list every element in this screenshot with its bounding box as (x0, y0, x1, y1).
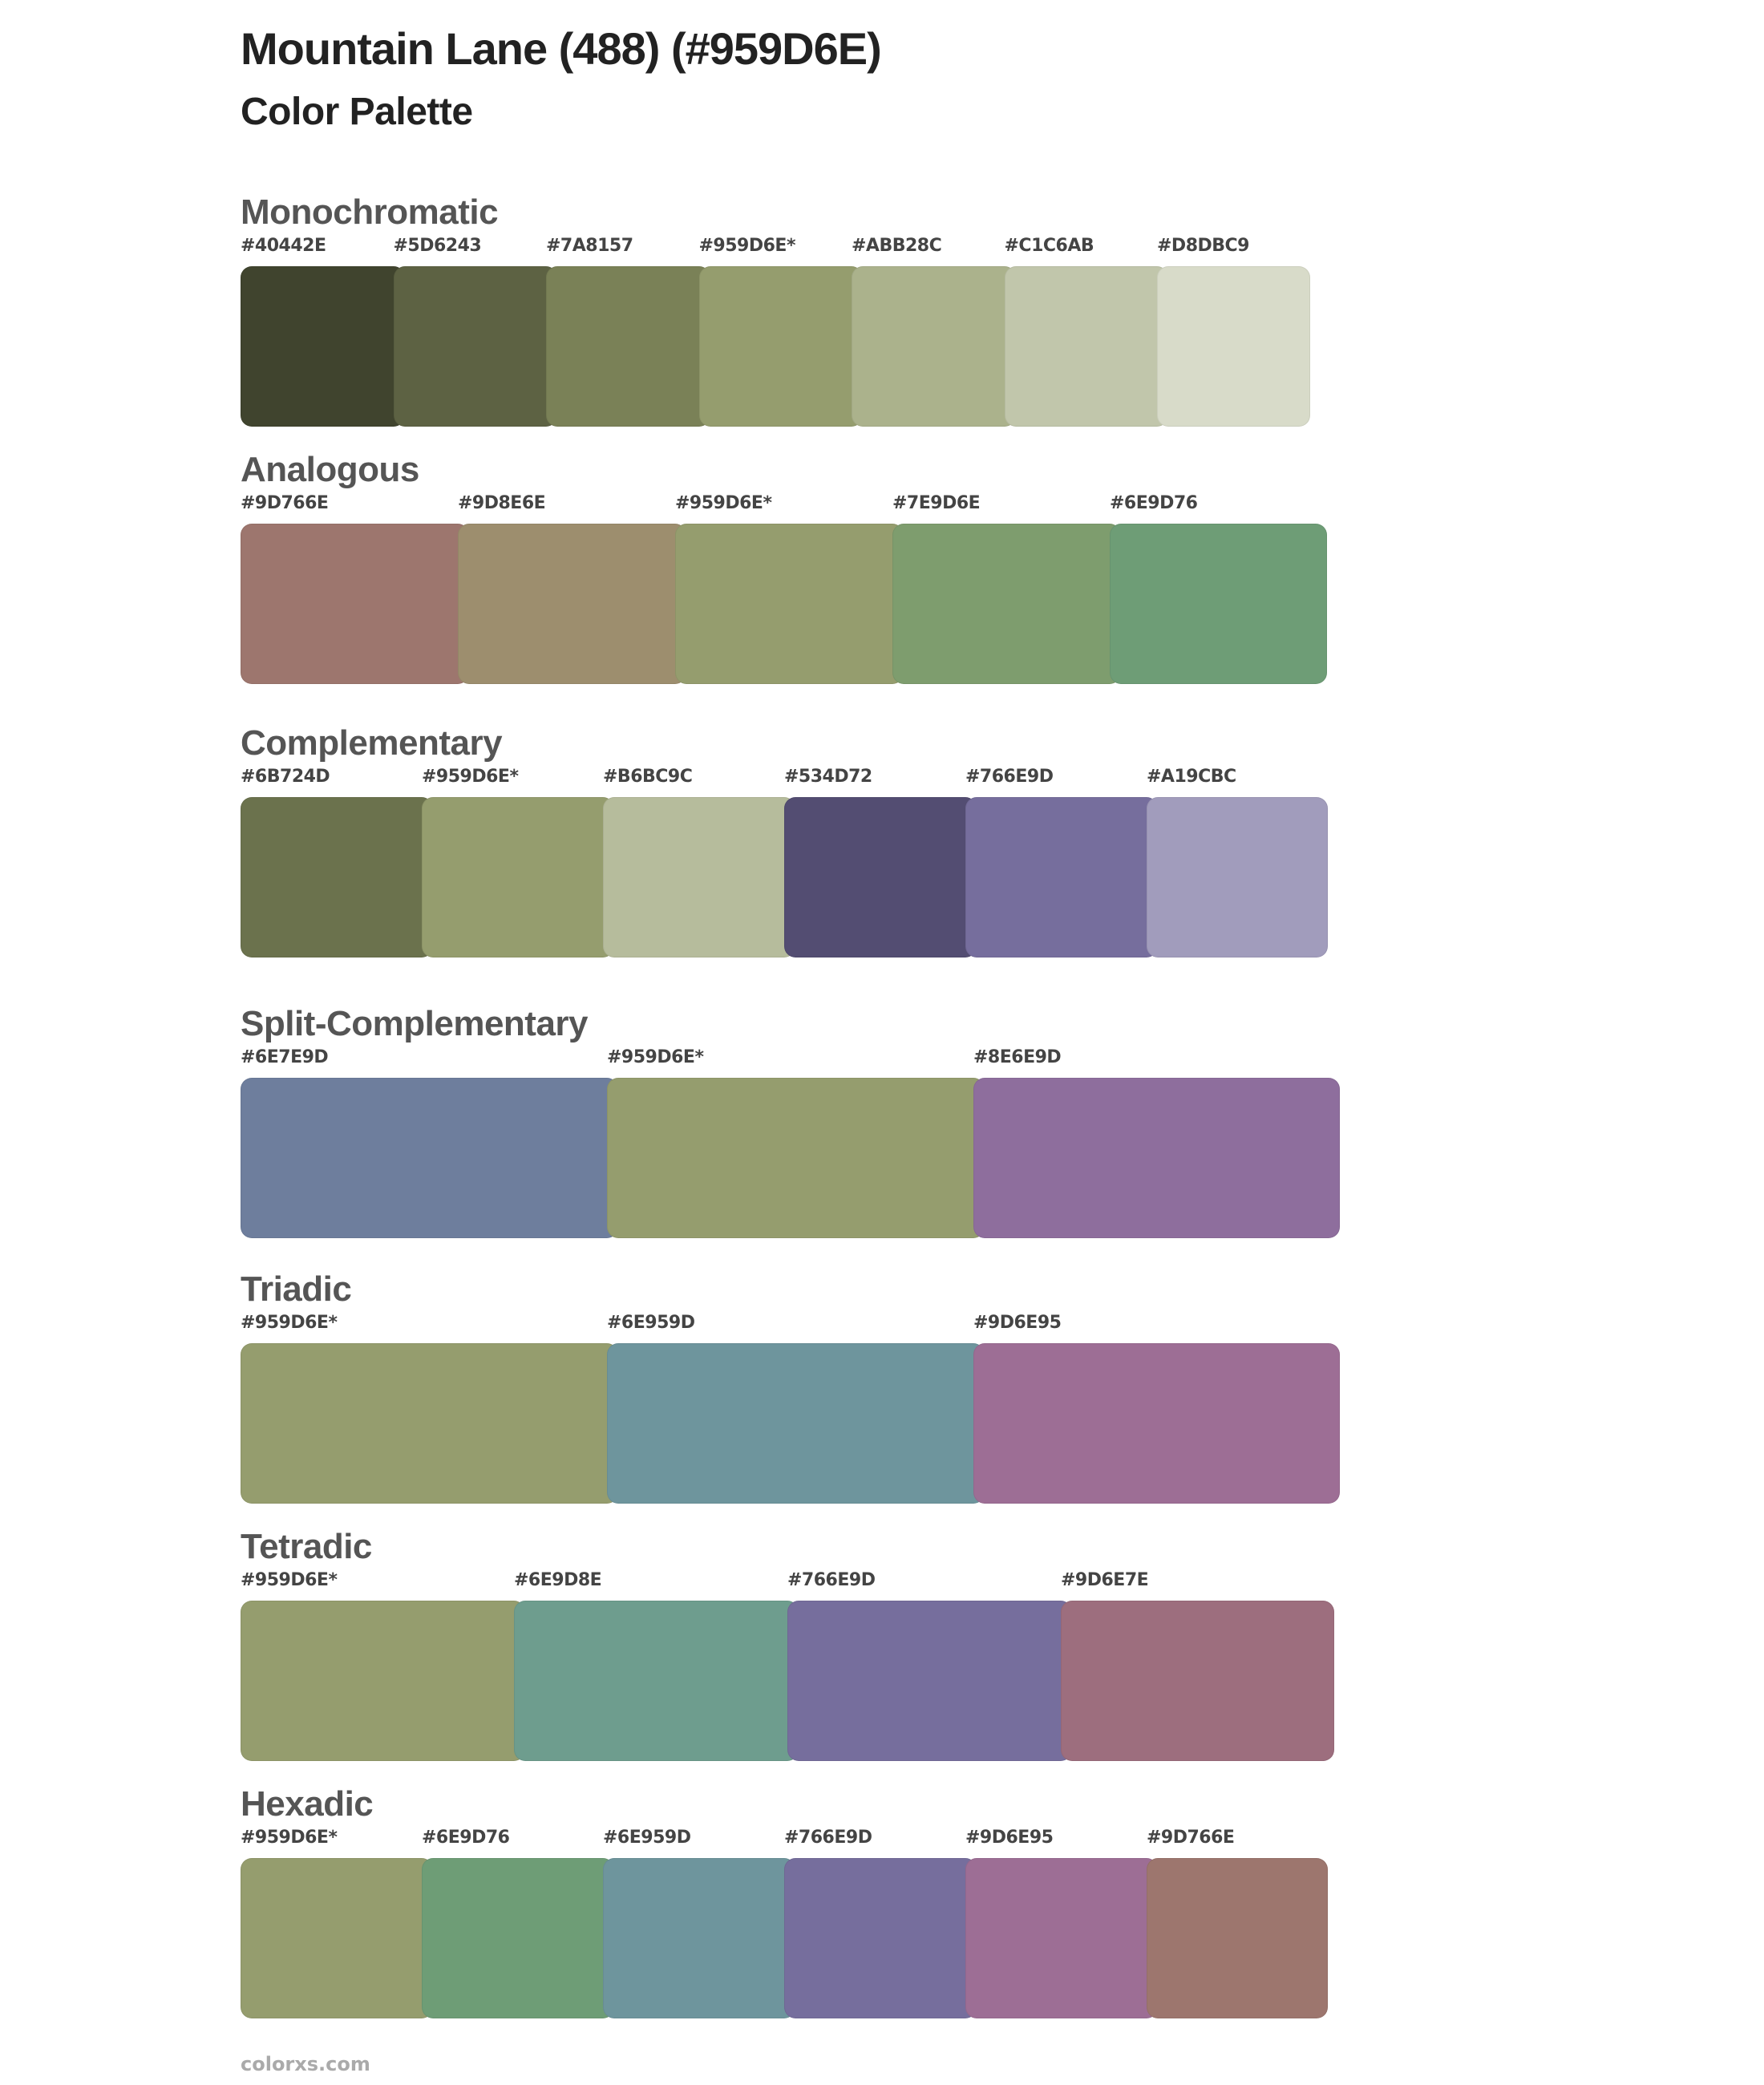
swatch-hex-label: #534D72 (784, 767, 872, 787)
palette-analogous: Analogous #9D766E #9D8E6E #959D6E* #7E9D6E #… (241, 447, 1327, 684)
swatch-labels: #40442E #5D6243 #7A8157 #959D6E* #ABB28C #C1C… (241, 236, 1250, 256)
swatch-hex-label: #766E9D (965, 767, 1054, 787)
swatch-hex-label: #959D6E* (422, 767, 519, 787)
palette-heading: Split-Complementary (241, 1004, 589, 1043)
swatch-hex-label: #9D766E (1147, 1828, 1235, 1848)
swatch-labels: #959D6E* #6E9D76 #6E959D #766E9D #9D6E95 #9D7… (241, 1828, 1235, 1848)
color-swatch[interactable] (241, 1078, 618, 1238)
color-swatch[interactable] (1157, 266, 1310, 427)
palette-tetradic: Tetradic #959D6E* #6E9D8E #766E9D #9D6E7E (241, 1524, 1334, 1761)
swatch-row (241, 1601, 1334, 1761)
swatch-hex-label: #9D6E95 (965, 1828, 1054, 1848)
swatch-hex-label: #40442E (241, 236, 326, 256)
color-swatch[interactable] (422, 797, 614, 957)
swatch-labels: #6E7E9D #959D6E* #8E6E9D (241, 1047, 1062, 1067)
color-swatch[interactable] (973, 1343, 1340, 1504)
swatch-row (241, 797, 1328, 957)
color-swatch[interactable] (965, 1858, 1158, 2018)
color-swatch[interactable] (1061, 1601, 1334, 1761)
palette-hexadic: Hexadic #959D6E* #6E9D76 #6E959D #766E9D #9D… (241, 1781, 1328, 2018)
swatch-hex-label: #959D6E* (675, 493, 772, 513)
color-swatch[interactable] (546, 266, 710, 427)
swatch-hex-label: #9D8E6E (458, 493, 546, 513)
swatch-hex-label: #6E959D (607, 1313, 695, 1333)
palette-heading: Hexadic (241, 1784, 374, 1824)
color-swatch[interactable] (698, 266, 863, 427)
color-swatch[interactable] (241, 266, 405, 427)
color-swatch[interactable] (241, 1601, 525, 1761)
swatch-hex-label: #959D6E* (241, 1570, 338, 1590)
swatch-labels: #9D766E #9D8E6E #959D6E* #7E9D6E #6E9D76 (241, 493, 1198, 513)
swatch-row (241, 266, 1310, 427)
color-swatch[interactable] (422, 1858, 614, 2018)
color-swatch[interactable] (241, 1858, 433, 2018)
color-swatch[interactable] (241, 797, 433, 957)
swatch-hex-label: #6E959D (603, 1828, 691, 1848)
color-swatch[interactable] (852, 266, 1016, 427)
swatch-hex-label: #6E9D76 (422, 1828, 510, 1848)
swatch-hex-label: #8E6E9D (973, 1047, 1062, 1067)
color-swatch[interactable] (965, 797, 1158, 957)
color-swatch[interactable] (1004, 266, 1168, 427)
swatch-labels: #959D6E* #6E9D8E #766E9D #9D6E7E (241, 1570, 1149, 1590)
palette-heading: Complementary (241, 723, 503, 763)
palette-split-complementary: Split-Complementary #6E7E9D #959D6E* #8E6E… (241, 1001, 1340, 1238)
color-swatch[interactable] (892, 524, 1121, 684)
swatch-hex-label: #9D6E95 (973, 1313, 1062, 1333)
swatch-hex-label: #6B724D (241, 767, 330, 787)
swatch-hex-label: #B6BC9C (603, 767, 693, 787)
swatch-hex-label: #959D6E* (241, 1313, 338, 1333)
color-swatch[interactable] (241, 1343, 618, 1504)
swatch-row (241, 1858, 1328, 2018)
swatch-hex-label: #959D6E* (607, 1047, 704, 1067)
swatch-hex-label: #D8DBC9 (1157, 236, 1250, 256)
swatch-hex-label: #5D6243 (393, 236, 482, 256)
swatch-row (241, 1078, 1340, 1238)
color-swatch[interactable] (603, 797, 795, 957)
color-swatch[interactable] (784, 797, 977, 957)
swatch-hex-label: #766E9D (787, 1570, 876, 1590)
color-swatch[interactable] (784, 1858, 977, 2018)
footer-site-link[interactable]: colorxs.com (241, 2053, 370, 2075)
swatch-hex-label: #959D6E* (698, 236, 796, 256)
color-swatch[interactable] (458, 524, 686, 684)
color-swatch[interactable] (973, 1078, 1340, 1238)
color-swatch[interactable] (393, 266, 557, 427)
page-subtitle: Color Palette (241, 91, 473, 133)
swatch-hex-label: #C1C6AB (1004, 236, 1094, 256)
palette-monochromatic: Monochromatic #40442E #5D6243 #7A8157 #959D… (241, 189, 1310, 427)
palette-heading: Analogous (241, 450, 419, 489)
palette-complementary: Complementary #6B724D #959D6E* #B6BC9C #534… (241, 720, 1328, 957)
swatch-hex-label: #959D6E* (241, 1828, 338, 1848)
swatch-hex-label: #7E9D6E (892, 493, 981, 513)
palette-heading: Monochromatic (241, 192, 499, 232)
color-swatch[interactable] (675, 524, 904, 684)
swatch-hex-label: #9D6E7E (1061, 1570, 1149, 1590)
swatch-hex-label: #ABB28C (852, 236, 942, 256)
color-swatch[interactable] (241, 524, 469, 684)
color-swatch[interactable] (1147, 1858, 1328, 2018)
swatch-hex-label: #6E7E9D (241, 1047, 329, 1067)
color-swatch[interactable] (1147, 797, 1328, 957)
color-swatch[interactable] (514, 1601, 799, 1761)
swatch-row (241, 1343, 1340, 1504)
swatch-labels: #959D6E* #6E959D #9D6E95 (241, 1313, 1062, 1333)
palette-heading: Tetradic (241, 1527, 372, 1566)
palette-triadic: Triadic #959D6E* #6E959D #9D6E95 (241, 1266, 1340, 1504)
swatch-hex-label: #6E9D76 (1110, 493, 1198, 513)
swatch-row (241, 524, 1327, 684)
swatch-hex-label: #766E9D (784, 1828, 872, 1848)
color-swatch[interactable] (787, 1601, 1072, 1761)
swatch-labels: #6B724D #959D6E* #B6BC9C #534D72 #766E9D #A19… (241, 767, 1236, 787)
palette-heading: Triadic (241, 1269, 352, 1309)
swatch-hex-label: #6E9D8E (514, 1570, 602, 1590)
color-swatch[interactable] (1110, 524, 1327, 684)
swatch-hex-label: #A19CBC (1147, 767, 1236, 787)
color-swatch[interactable] (603, 1858, 795, 2018)
swatch-hex-label: #9D766E (241, 493, 329, 513)
color-swatch[interactable] (607, 1343, 985, 1504)
color-swatch[interactable] (607, 1078, 985, 1238)
swatch-hex-label: #7A8157 (546, 236, 633, 256)
page-title: Mountain Lane (488) (#959D6E) (241, 23, 882, 74)
